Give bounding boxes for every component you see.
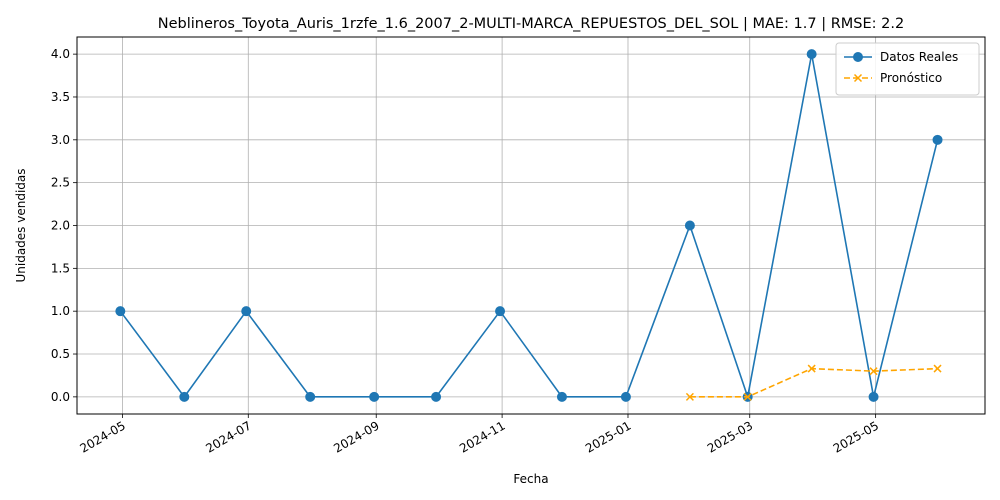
data-point <box>179 391 190 402</box>
y-tick-label: 1.0 <box>51 304 70 318</box>
series-pronostico <box>685 364 942 401</box>
y-tick-label: 1.5 <box>51 261 70 275</box>
data-point <box>806 49 817 60</box>
data-point <box>241 306 252 317</box>
y-tick-label: 2.5 <box>51 176 70 190</box>
y-tick-label: 0.0 <box>51 390 70 404</box>
legend-box <box>835 42 980 96</box>
y-axis-label: Unidades vendidas <box>14 168 28 282</box>
data-point <box>933 364 942 373</box>
x-marker-stroke <box>685 392 694 401</box>
data-point <box>868 391 879 402</box>
series-line <box>119 53 939 398</box>
grid-lines <box>77 37 985 414</box>
data-point <box>869 367 878 376</box>
legend-marker <box>853 52 863 62</box>
data-point <box>684 220 695 231</box>
x-tick-label: 2024-05 <box>77 418 127 455</box>
x-marker-stroke <box>869 367 878 376</box>
x-tick-label: 2025-01 <box>583 418 633 455</box>
data-point <box>115 306 126 317</box>
legend-label: Datos Reales <box>880 50 958 64</box>
legend-marker <box>853 73 863 83</box>
x-marker-stroke <box>853 73 863 83</box>
x-tick-label: 2024-11 <box>457 418 507 455</box>
x-marker-stroke <box>933 364 942 373</box>
x-marker-stroke <box>743 392 752 401</box>
x-marker-stroke <box>807 364 816 373</box>
series-layer <box>115 49 943 402</box>
data-point <box>556 391 567 402</box>
legend: Datos Reales Pronóstico <box>835 42 980 96</box>
y-tick-label: 0.5 <box>51 347 70 361</box>
data-point <box>431 391 442 402</box>
data-point <box>932 134 943 145</box>
data-point <box>495 306 506 317</box>
data-point <box>807 364 816 373</box>
data-point <box>743 392 752 401</box>
x-tick-label: 2024-07 <box>203 418 253 455</box>
x-tick-label: 2025-05 <box>831 418 881 455</box>
y-tick-label: 3.5 <box>51 90 70 104</box>
y-tick-label: 4.0 <box>51 47 70 61</box>
x-axis-label: Fecha <box>513 472 548 486</box>
x-axis: 2024-05 2024-07 2024-09 2024-11 2025-01 2025-… <box>77 414 881 456</box>
legend-label: Pronóstico <box>880 71 942 85</box>
y-axis: 0.0 0.5 1.0 1.5 2.0 2.5 3.0 3.5 4.0 <box>51 47 77 404</box>
data-point <box>620 391 631 402</box>
series-line <box>689 367 938 398</box>
x-tick-label: 2025-03 <box>705 418 755 455</box>
data-point <box>305 391 316 402</box>
y-tick-label: 3.0 <box>51 133 70 147</box>
data-point <box>369 391 380 402</box>
data-point <box>685 392 694 401</box>
y-tick-label: 2.0 <box>51 219 70 233</box>
chart-title: Neblineros_Toyota_Auris_1rzfe_1.6_2007_2… <box>158 16 904 32</box>
series-datos-reales <box>115 49 943 402</box>
x-tick-label: 2024-09 <box>331 418 381 455</box>
